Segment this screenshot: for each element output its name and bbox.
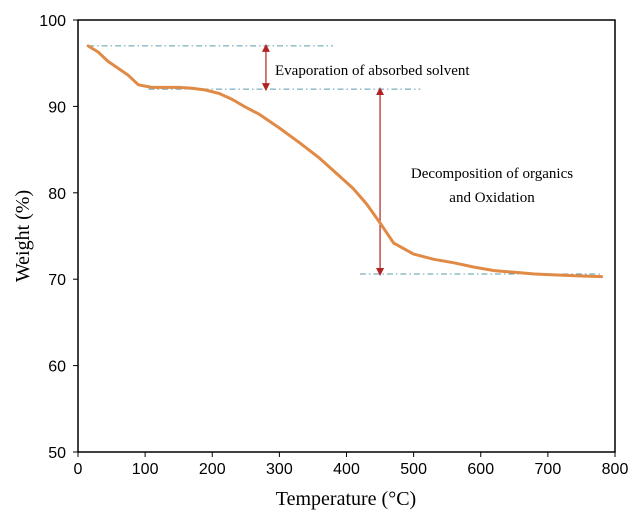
- x-tick-label: 600: [467, 461, 494, 478]
- y-tick-label: 80: [48, 186, 66, 203]
- x-tick-label: 200: [199, 461, 226, 478]
- x-axis-title: Temperature (°C): [276, 488, 416, 510]
- x-tick-label: 700: [535, 461, 562, 478]
- series-layer: [86, 44, 604, 279]
- y-tick-label: 100: [39, 13, 66, 30]
- series-line: [86, 44, 604, 279]
- y-tick-label: 50: [48, 445, 66, 462]
- x-axis-ticks: 0 100 200 300 400 500 600 700 800: [74, 452, 628, 478]
- x-tick-label: 800: [602, 461, 628, 478]
- annotation-decomposition-line1: Decomposition of organics: [411, 166, 573, 182]
- y-tick-label: 60: [48, 359, 66, 376]
- y-axis-ticks: 50 60 70 80 90 100: [39, 13, 78, 462]
- annotation-evaporation: Evaporation of absorbed solvent: [275, 63, 470, 79]
- annotation-arrows: [261, 43, 385, 277]
- y-tick-label: 70: [48, 272, 66, 289]
- x-tick-label: 500: [400, 461, 427, 478]
- y-tick-label: 90: [48, 99, 66, 116]
- annotation-decomposition-line2: and Oxidation: [449, 190, 535, 206]
- reference-lines: [88, 45, 602, 275]
- y-axis-title: Weight (%): [12, 190, 34, 282]
- x-tick-label: 100: [132, 461, 159, 478]
- plot-area-frame: [77, 19, 616, 453]
- x-tick-label: 300: [266, 461, 293, 478]
- x-tick-label: 400: [333, 461, 360, 478]
- x-tick-label: 0: [74, 461, 83, 478]
